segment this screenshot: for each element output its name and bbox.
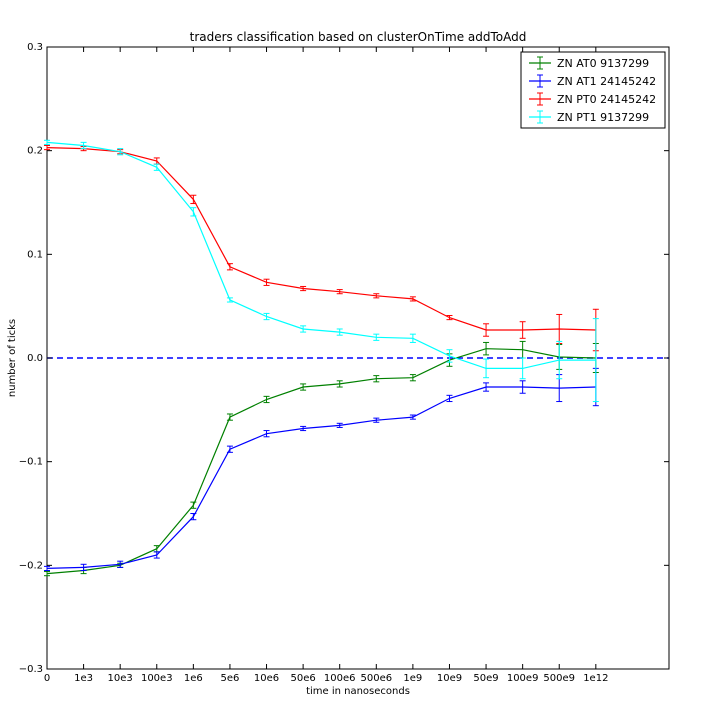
legend-label: ZN PT0 24145242 (557, 93, 656, 106)
legend-label: ZN AT0 9137299 (557, 57, 649, 70)
legend: ZN AT0 9137299 ZN AT1 24145242 ZN PT0 2414… (520, 51, 666, 129)
series-line (46, 147, 596, 331)
x-tick-label: 10e6 (254, 673, 279, 684)
x-tick-label: 500e6 (360, 673, 392, 684)
legend-box (520, 51, 666, 129)
x-tick-label: 100e3 (141, 673, 173, 684)
x-tick-label: 1e12 (583, 673, 608, 684)
y-tick-label: 0.3 (27, 42, 43, 53)
legend-label: ZN AT1 24145242 (557, 75, 656, 88)
axis-ticks: 0 1e3 10e3 100e3 1e6 5e6 10e6 50e6 100e6 500e6 1e9… (19, 42, 669, 684)
x-tick-label: 1e3 (74, 673, 93, 684)
series-3 (44, 139, 599, 403)
x-tick-label: 10e9 (437, 673, 462, 684)
x-tick-label: 500e9 (543, 673, 575, 684)
x-axis-label: time in nanoseconds (306, 686, 410, 697)
y-tick-label: −0.1 (19, 457, 43, 468)
x-tick-label: 1e6 (184, 673, 203, 684)
x-tick-label: 5e6 (220, 673, 239, 684)
x-tick-label: 100e9 (507, 673, 539, 684)
y-axis-label: number of ticks (7, 319, 18, 397)
x-tick-label: 10e3 (108, 673, 133, 684)
y-tick-label: 0.2 (27, 146, 43, 157)
series-layer (44, 139, 599, 577)
y-tick-label: 0.0 (27, 353, 43, 364)
x-tick-label: 1e9 (403, 673, 422, 684)
y-tick-label: −0.2 (19, 560, 43, 571)
x-tick-label: 50e6 (290, 673, 315, 684)
x-tick-label: 0 (44, 673, 50, 684)
series-line (46, 141, 596, 369)
x-tick-label: 50e9 (473, 673, 498, 684)
chart-title: traders classification based on clusterO… (190, 30, 527, 44)
y-tick-label: 0.1 (27, 249, 43, 260)
y-tick-label: −0.3 (19, 664, 43, 675)
series-line (46, 386, 596, 569)
legend-label: ZN PT1 9137299 (557, 111, 649, 124)
x-tick-label: 100e6 (324, 673, 356, 684)
series-line (46, 348, 596, 575)
